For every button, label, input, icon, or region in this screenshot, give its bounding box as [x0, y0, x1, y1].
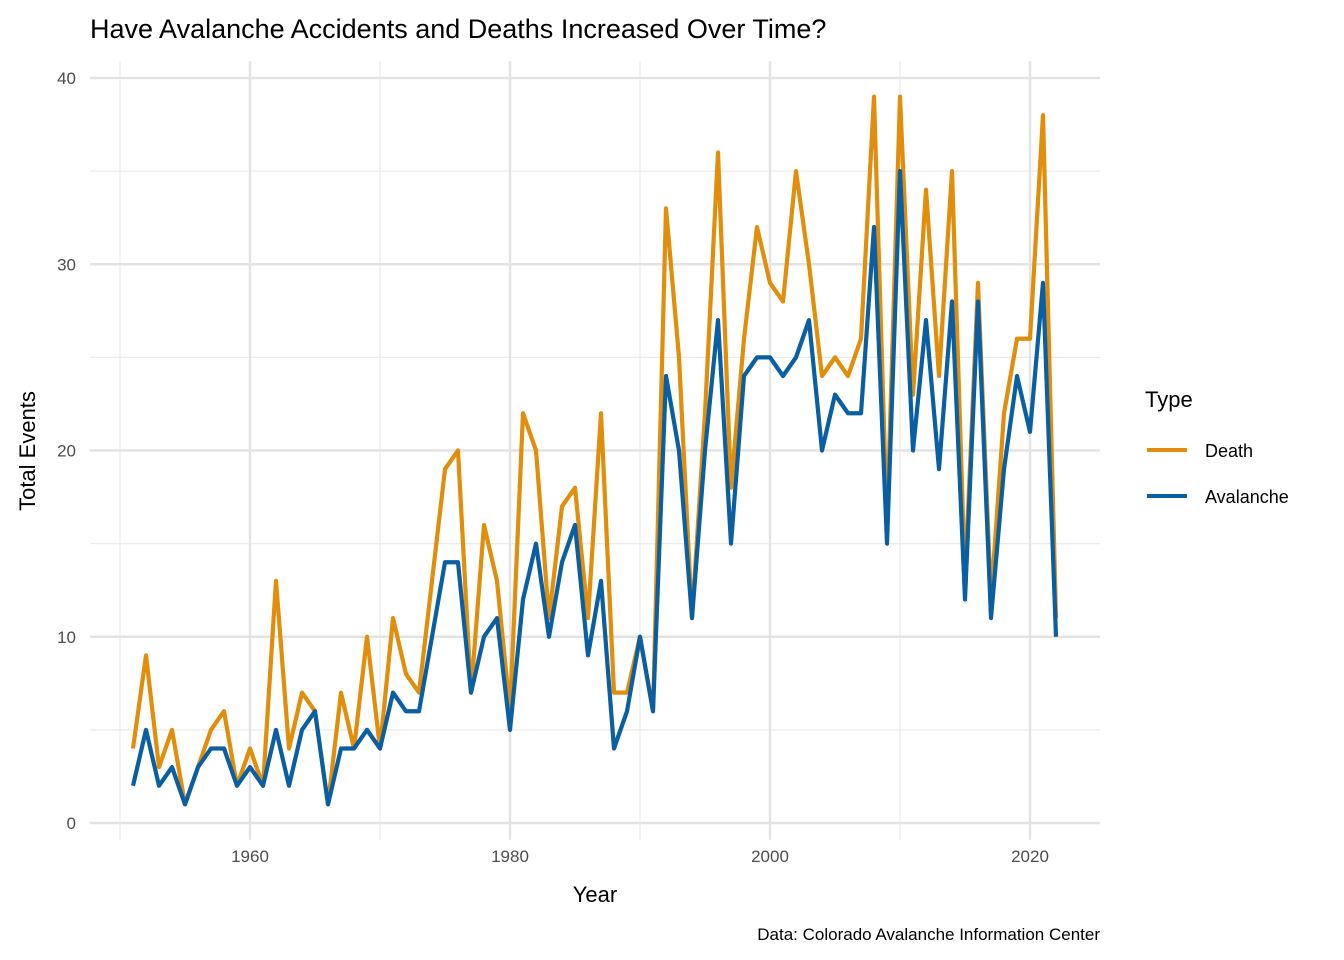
- y-tick-label: 40: [57, 69, 76, 88]
- y-tick-label: 30: [57, 255, 76, 274]
- legend: Type Death Avalanche: [1145, 387, 1289, 507]
- series-line-avalanche: [130, 169, 1059, 807]
- y-axis-label: Total Events: [15, 391, 40, 511]
- x-tick-label: 2020: [1011, 847, 1049, 866]
- y-tick-label: 20: [57, 442, 76, 461]
- legend-label-avalanche: Avalanche: [1205, 487, 1289, 507]
- caption: Data: Colorado Avalanche Information Cen…: [757, 925, 1100, 944]
- y-tick-label: 0: [67, 814, 76, 833]
- series-lines: [130, 94, 1059, 807]
- x-axis-label: Year: [573, 882, 617, 907]
- legend-title: Type: [1145, 387, 1193, 412]
- y-tick-label: 10: [57, 628, 76, 647]
- legend-label-death: Death: [1205, 441, 1253, 461]
- grid: [90, 61, 1100, 840]
- x-tick-label: 1980: [491, 847, 529, 866]
- x-tick-label: 1960: [231, 847, 269, 866]
- x-tick-label: 2000: [751, 847, 789, 866]
- series-line-death: [130, 94, 1059, 807]
- chart-title: Have Avalanche Accidents and Deaths Incr…: [90, 14, 826, 44]
- axis-ticks: 1960 1980 2000 2020 0 10 20 30 40: [57, 69, 1049, 866]
